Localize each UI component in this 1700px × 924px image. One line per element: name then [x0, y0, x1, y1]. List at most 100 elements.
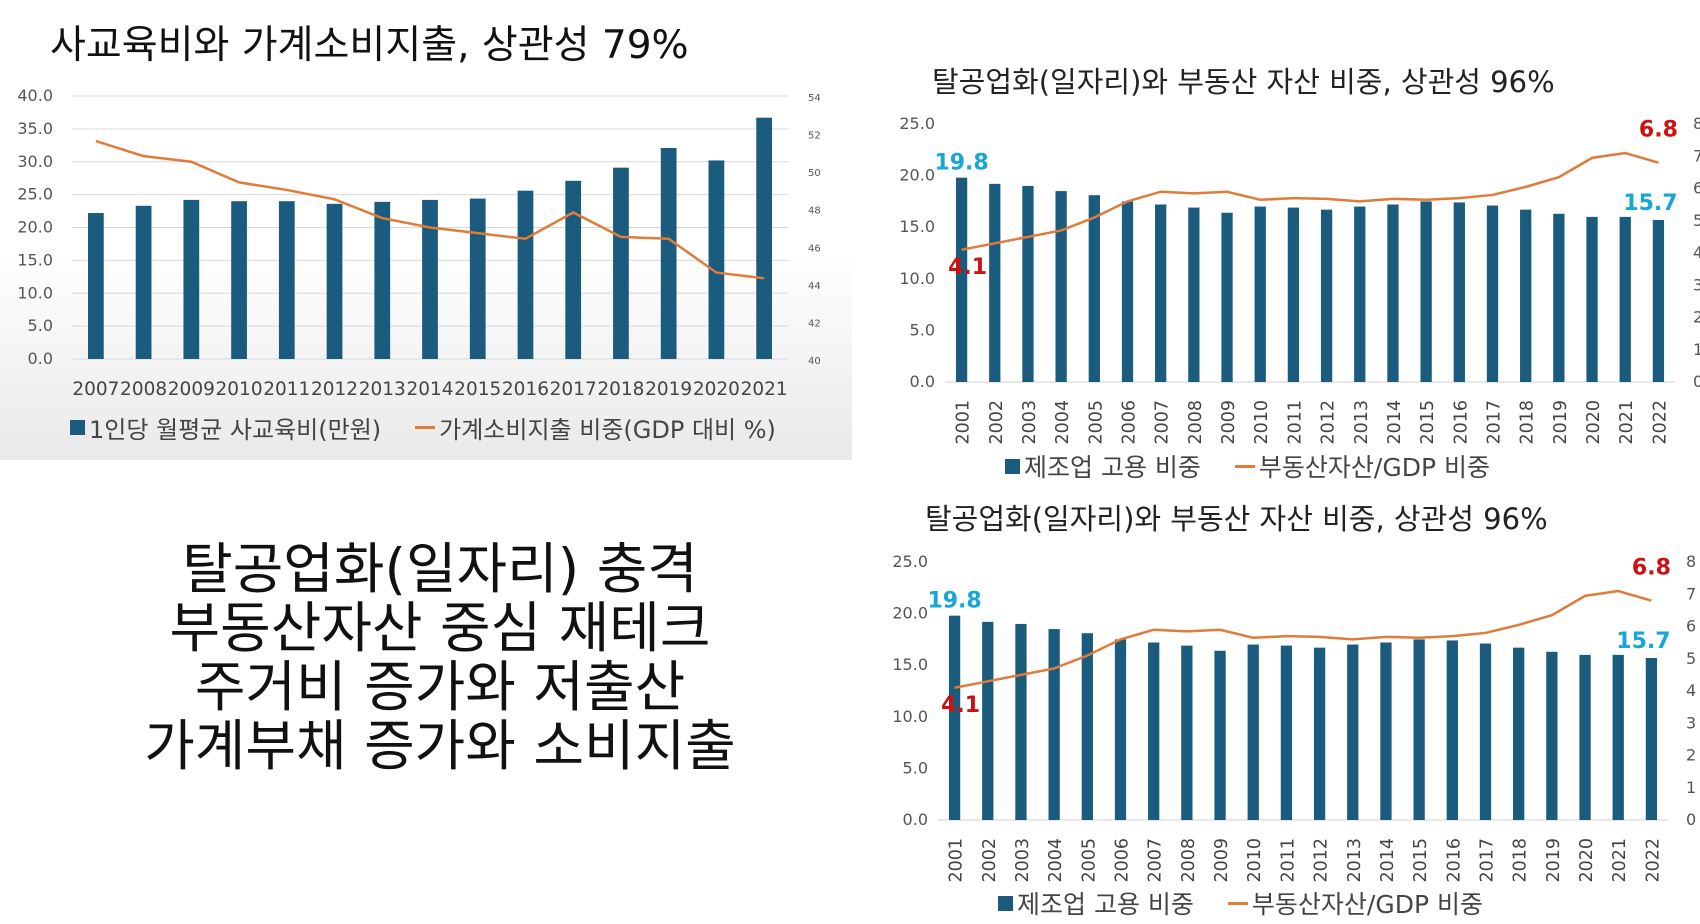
y-tick-label: 25.0 [892, 552, 928, 571]
bar [135, 205, 152, 359]
data-label-end-line: 6.8 [1632, 556, 1671, 581]
y2-tick-label: 3 [1686, 713, 1696, 732]
x-tick-label: 2009 [1219, 400, 1239, 445]
x-tick-label: 2010 [1252, 400, 1272, 445]
legend-bar-label: 제조업 고용 비중 [1024, 453, 1201, 482]
x-tick-label: 2013 [1352, 400, 1372, 445]
y2-tick-label: 1 [1693, 340, 1700, 359]
x-tick-label: 2020 [1577, 838, 1597, 883]
bar [1081, 633, 1093, 820]
bar [948, 615, 961, 820]
series-line [95, 139, 765, 280]
bar [1320, 209, 1333, 382]
bar [1280, 645, 1293, 820]
y2-tick-label: 7 [1686, 584, 1696, 603]
chart-deindustrialization-bottom: 25.0 20.0 15.0 10.0 5.0 0.0 8 7 6 5 4 3 2 1 0 2001 2002 2… [892, 552, 1696, 883]
x-tick-label: 2005 [1086, 400, 1106, 445]
legend-item-bar: 1인당 월평균 사교육비(만원) [70, 410, 381, 445]
x-tick-label: 2003 [1020, 400, 1040, 445]
bar [1513, 647, 1525, 820]
legend-bar-label: 1인당 월평균 사교육비(만원) [89, 416, 382, 444]
chart-title: 탈공업화(일자리)와 부동산 자산 비중, 상관성 96% [932, 65, 1555, 99]
bar [1553, 213, 1565, 382]
bar [374, 201, 391, 359]
x-tick-label: 2014 [406, 379, 453, 400]
data-label-start-bar: 19.8 [927, 589, 981, 614]
x-tick-label: 2008 [120, 379, 167, 400]
x-tick-label: 2021 [741, 379, 788, 400]
legend-line-label: 부동산자산/GDP 비중 [1251, 890, 1483, 919]
bar [1420, 201, 1432, 382]
y-tick-label: 35.0 [17, 119, 53, 138]
bar [1586, 216, 1598, 382]
bar [1015, 623, 1027, 820]
y-tick-label: 15.0 [892, 655, 928, 674]
bar [1612, 654, 1624, 820]
x-tick-label: 2019 [645, 379, 692, 400]
bar [1479, 643, 1492, 820]
x-tick-label: 2007 [72, 379, 119, 400]
x-tick-label: 2012 [1312, 838, 1332, 883]
bar [1453, 202, 1465, 382]
y-tick-label: 40.0 [17, 86, 53, 105]
chart-panel-deindustrialization-bottom: 탈공업화(일자리)와 부동산 자산 비중, 상관성 96% 25.0 2 0.0 15… [880, 492, 1700, 924]
bar [517, 190, 534, 359]
x-tick-label: 2001 [954, 400, 974, 445]
bar [1055, 191, 1067, 382]
y-tick-label: 0.0 [903, 810, 928, 829]
chart-consumption: 40.0 35.0 30.0 25.0 20.0 15.0 10.0 5.0 0.0 54 52 50… [17, 86, 821, 400]
x-tick-label: 2001 [947, 838, 967, 883]
x-tick-label: 2009 [168, 379, 215, 400]
data-label-start-line: 4.1 [948, 255, 987, 280]
y-tick-label: 0.0 [910, 372, 935, 391]
x-tick-label: 2015 [1418, 400, 1438, 445]
y2-tick-label: 5 [1693, 211, 1700, 230]
bar [183, 199, 200, 359]
summary-line: 가계부채 증가와 소비지출 [144, 714, 736, 778]
legend-bar-swatch [70, 420, 85, 435]
y2-tick-label: 3 [1693, 275, 1700, 294]
chart-title: 탈공업화(일자리)와 부동산 자산 비중, 상관성 96% [925, 502, 1548, 536]
x-tick-label: 2009 [1212, 838, 1232, 883]
chart-legend: 제조업 고용 비중 부동산자산/GDP 비중 [998, 885, 1483, 921]
chart-legend: 제조업 고용 비중 부동산자산/GDP 비중 [1005, 448, 1490, 484]
bar [1347, 644, 1359, 820]
y-tick-label: 5.0 [910, 320, 935, 339]
x-tick-label: 2006 [1113, 838, 1133, 883]
bar [1354, 206, 1366, 382]
chart-panel-deindustrialization-top: 탈공업화(일자리)와 부동산 자산 비중, 상관성 96% 25.0 20.0 15… [880, 55, 1700, 485]
series-line [961, 151, 1659, 252]
bar [1181, 645, 1193, 820]
x-tick-label: 2013 [1345, 838, 1365, 883]
x-tick-label: 2016 [1451, 400, 1471, 445]
x-tick-label: 2015 [1411, 838, 1431, 883]
y2-tick-label: 8 [1693, 114, 1700, 133]
bar [1546, 651, 1558, 820]
legend-item-line: 부동산자산/GDP 비중 [1227, 885, 1483, 921]
y2-tick-label: 2 [1686, 746, 1696, 765]
bar [1188, 207, 1200, 382]
bar [756, 117, 773, 359]
data-label-start-bar: 19.8 [934, 151, 988, 176]
legend-item-line: 가계소비지출 비중(GDP 대비 %) [415, 410, 776, 445]
legend-bar-swatch [998, 895, 1013, 911]
x-tick-label: 2018 [1511, 838, 1531, 883]
y2-tick-label: 4 [1693, 243, 1700, 262]
chart-deindustrialization-top: 25.0 20.0 15.0 10.0 5.0 0.0 8 7 6 5 4 3 2 1 0 2001 2002 2… [899, 114, 1700, 445]
y-tick-label: 10.0 [892, 707, 928, 726]
bar [1387, 204, 1399, 382]
bar [1619, 216, 1631, 382]
y-tick-label: 15.0 [17, 250, 53, 269]
bar [1114, 639, 1127, 820]
y2-tick-label: 6 [1693, 179, 1700, 198]
bar [1088, 195, 1100, 382]
y2-tick-label: 50 [808, 168, 821, 179]
y-tick-label: 5.0 [903, 758, 928, 777]
data-label-end-bar: 15.7 [1623, 191, 1677, 216]
x-tick-label: 2019 [1551, 400, 1571, 445]
x-tick-label: 2002 [987, 400, 1007, 445]
bar [278, 201, 295, 359]
y2-tick-label: 0 [1693, 372, 1700, 391]
x-tick-label: 2005 [1079, 838, 1099, 883]
x-tick-label: 2017 [1485, 400, 1505, 445]
